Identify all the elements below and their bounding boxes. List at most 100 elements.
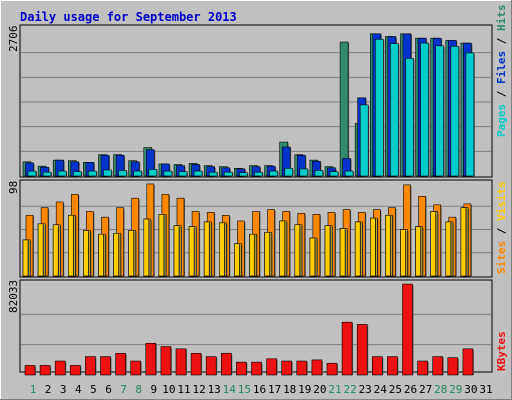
kbytes-panel-bar xyxy=(145,342,157,376)
kbytes-panel-bar xyxy=(266,358,277,376)
kbytes-panel-bar xyxy=(175,348,187,376)
legend-visits: Visits xyxy=(495,181,508,221)
visits-panel-bar-sites-front xyxy=(219,222,225,277)
kbytes-panel-bar xyxy=(54,360,66,376)
hits-panel-bar-hits xyxy=(390,43,399,177)
hits-panel-bar-hits xyxy=(405,58,414,177)
hits-panel-bar-hits xyxy=(420,42,429,177)
kbytes-panel-bar xyxy=(296,360,308,376)
x-tick-label: 29 xyxy=(449,383,462,396)
visits-panel-bar-sites-front xyxy=(249,233,255,277)
hits-panel-bar-pages xyxy=(339,41,349,177)
visits-panel-bar-sites-front xyxy=(143,218,150,277)
kbytes-bars xyxy=(21,283,491,376)
visits-panel-bar-sites-front xyxy=(68,214,74,277)
x-tick-label: 14 xyxy=(223,383,237,396)
hits-panel-bar-hits xyxy=(148,169,158,177)
kbytes-panel-bar xyxy=(387,356,398,376)
hits-panel-bar-hits xyxy=(163,170,173,177)
visits-panel-bar-sites-front xyxy=(158,214,165,277)
kbytes-panel-bar xyxy=(356,324,368,376)
kbytes-panel-bar xyxy=(85,356,96,376)
hits-panel-bar-hits xyxy=(329,171,339,177)
x-axis-ticks: 1 2 3 4 5 6 7 8 9 10 11 12 13 14 15 16 17 18 19 20 21 22 23 24 2… xyxy=(30,383,493,396)
x-tick-label: 10 xyxy=(162,383,175,396)
kbytes-panel-bar xyxy=(311,359,323,376)
visits-panel-bar-sites-front xyxy=(188,226,195,277)
hits-panel-bar-hits xyxy=(42,171,52,177)
kbytes-panel-bar xyxy=(70,365,81,376)
hits-panel-bar-hits xyxy=(118,170,127,177)
kbytes-panel-bar xyxy=(221,352,232,376)
x-tick-label: 23 xyxy=(359,383,372,396)
visits-panel-bar-sites-front xyxy=(309,237,316,277)
kbytes-panel-bar xyxy=(100,356,111,376)
visits-panel-bar-sites-front xyxy=(234,243,240,277)
hits-panel-bar-hits xyxy=(178,171,188,177)
hits-y-max-label: 2706 xyxy=(7,26,20,53)
kbytes-panel-bar xyxy=(432,356,444,376)
visits-panel-bar-sites-front xyxy=(445,221,452,277)
legend-hits: Hits xyxy=(495,5,508,32)
x-tick-label: 24 xyxy=(374,383,388,396)
kbytes-panel-bar xyxy=(281,360,293,376)
visits-panel-bar-sites-front xyxy=(415,226,421,277)
visits-panel-bar-sites-front xyxy=(279,220,286,277)
x-tick-label: 25 xyxy=(389,383,402,396)
chart-title: Daily usage for September 2013 xyxy=(20,10,237,24)
visits-y-max-label: 98 xyxy=(7,181,20,194)
visits-panel-bar-sites-front xyxy=(83,230,89,277)
hits-panel-bar-hits xyxy=(224,171,233,177)
visits-panel-bar-sites-front xyxy=(128,230,134,277)
x-tick-label: 28 xyxy=(434,383,447,396)
kbytes-panel-bar xyxy=(205,356,217,376)
kbytes-panel-bar xyxy=(115,352,126,376)
x-tick-label: 19 xyxy=(298,383,311,396)
x-tick-label: 17 xyxy=(268,383,281,396)
visits-panel-bar-sites-front xyxy=(52,224,59,277)
hits-panel-bar-hits xyxy=(299,168,309,177)
hits-panel-bar-hits xyxy=(133,170,142,177)
kbytes-panel-bar xyxy=(371,356,383,376)
kbytes-panel-bar xyxy=(190,352,202,376)
kbytes-panel-bar xyxy=(24,365,36,376)
visits-panel-bar-sites-front xyxy=(294,224,301,277)
visits-panel-bar-sites-front xyxy=(369,217,376,277)
kbytes-panel-bar xyxy=(160,346,172,376)
visits-panel-bar-sites-front xyxy=(264,232,270,277)
legend-sites: Sites xyxy=(495,241,508,274)
kbytes-panel-bar xyxy=(417,360,428,376)
visits-panel-bar-sites-front xyxy=(22,239,29,277)
visits-panel-bar-sites-front xyxy=(385,214,391,277)
x-tick-label: 2 xyxy=(45,383,52,396)
hits-panel-bar-hits xyxy=(208,171,218,177)
kbytes-panel-bar xyxy=(462,348,474,376)
x-tick-label: 3 xyxy=(60,383,67,396)
kbytes-panel-bar xyxy=(236,361,247,376)
visits-panel-bar-sites-front xyxy=(324,225,331,277)
visits-panel-bar-sites-front xyxy=(400,229,406,277)
hits-panel-bar-hits xyxy=(465,52,475,177)
x-tick-label: 26 xyxy=(404,383,417,396)
hits-panel-legend: Pages / Files / Hits xyxy=(495,5,508,138)
x-tick-label: 20 xyxy=(313,383,326,396)
x-tick-label: 7 xyxy=(120,383,127,396)
hits-panel-bar-hits xyxy=(239,172,248,177)
hits-panel-bar-hits xyxy=(314,170,324,177)
hits-panel-bar-hits xyxy=(435,45,445,177)
visits-panel-bar-sites-front xyxy=(113,232,119,277)
hits-panel-bar-hits xyxy=(88,170,97,177)
kbytes-panel-bar xyxy=(447,357,459,376)
kbytes-panel-legend: KBytes xyxy=(495,331,508,371)
kbytes-panel-bar xyxy=(130,360,141,376)
kbytes-panel-bar xyxy=(402,283,413,376)
x-tick-label: 27 xyxy=(419,383,432,396)
hits-panel-bar-hits xyxy=(374,38,384,177)
visits-panel-bar-sites-front xyxy=(37,223,44,277)
x-tick-label: 30 xyxy=(464,383,477,396)
x-tick-label: 15 xyxy=(238,383,251,396)
legend-files: Files xyxy=(495,51,508,84)
hits-panel-bar-hits xyxy=(284,168,294,177)
x-tick-label: 22 xyxy=(343,383,356,396)
hits-panel-bar-hits xyxy=(103,169,112,177)
